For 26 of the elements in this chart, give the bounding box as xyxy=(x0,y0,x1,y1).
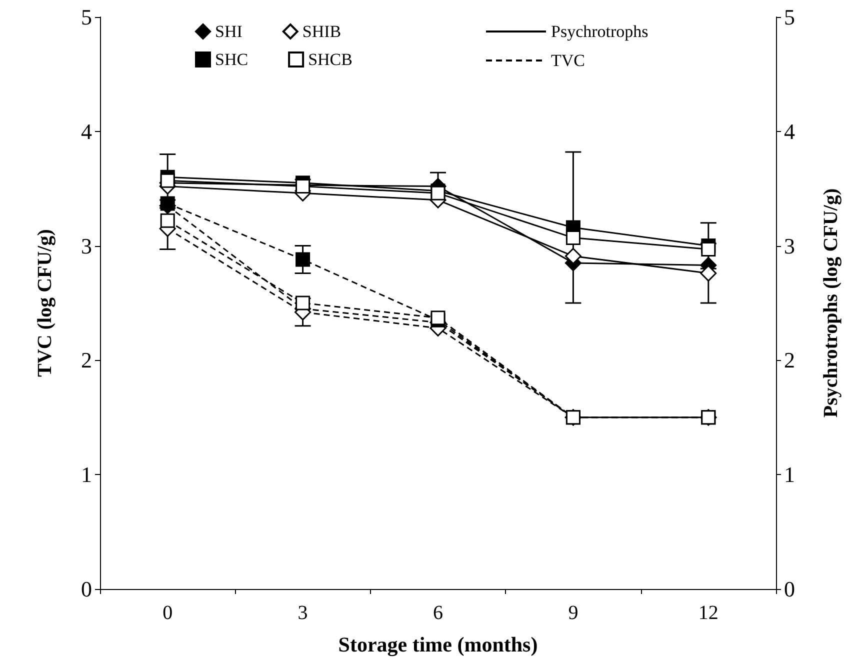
x-tick-label: 3 xyxy=(298,602,308,624)
y-tick-label: 0 xyxy=(81,576,92,602)
x-tick-label: 0 xyxy=(162,602,173,624)
y2-axis-title: Psychrotrophs (log CFU/g) xyxy=(820,188,842,418)
x-tick-label: 6 xyxy=(433,602,443,624)
y-tick-label: 4 xyxy=(81,118,92,144)
y-tick-label: 5 xyxy=(81,4,92,30)
y2-tick-label: 3 xyxy=(784,233,795,258)
y2-tick-label: 1 xyxy=(784,462,795,488)
y-tick-label: 2 xyxy=(81,348,92,373)
y-tick-label: 1 xyxy=(81,462,92,488)
legend-label: SHC xyxy=(215,50,248,69)
y-axis-title: TVC (log CFU/g) xyxy=(34,229,56,377)
x-axis-title: Storage time (months) xyxy=(338,632,538,656)
x-tick-label: 12 xyxy=(698,602,718,624)
y-tick-label: 3 xyxy=(81,233,92,258)
y2-tick-label: 4 xyxy=(784,118,795,144)
legend-label: SHIB xyxy=(302,22,342,41)
y2-tick-label: 5 xyxy=(784,4,795,30)
legend-label: TVC xyxy=(551,51,585,70)
legend-label: SHCB xyxy=(308,50,352,69)
legend-label: Psychrotrophs xyxy=(551,22,648,41)
x-tick-label: 9 xyxy=(568,602,578,624)
y2-tick-label: 2 xyxy=(784,348,795,373)
y2-tick-label: 0 xyxy=(784,576,795,602)
legend-label: SHI xyxy=(215,22,243,41)
